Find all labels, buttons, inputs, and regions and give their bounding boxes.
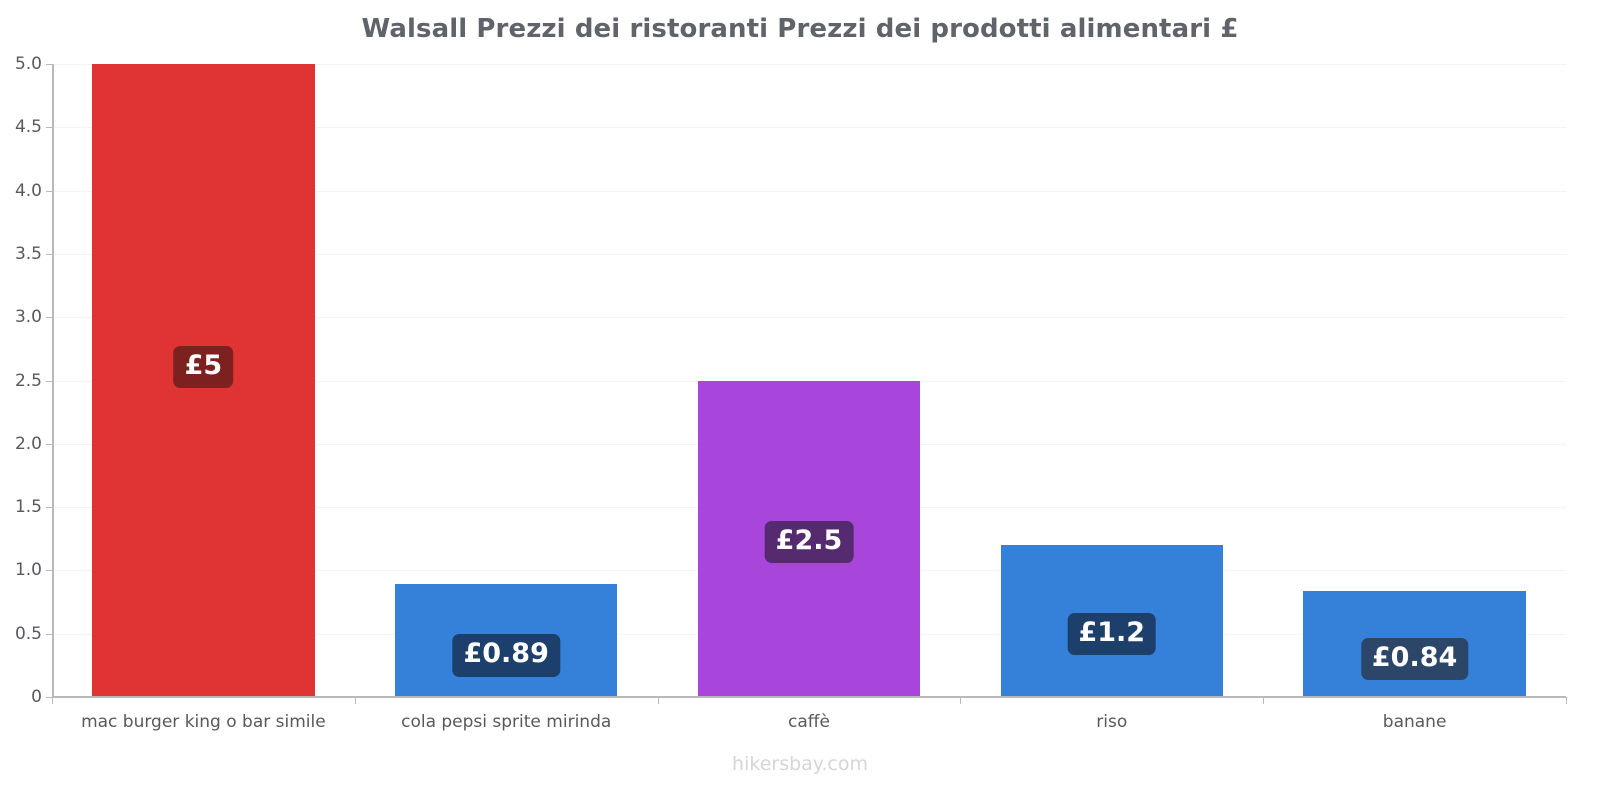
y-axis-tick-label: 4.0 <box>14 180 42 201</box>
y-axis-tick-label: 2.0 <box>14 433 42 454</box>
y-axis-tick-label: 0.5 <box>14 623 42 644</box>
bar[interactable]: £2.5 <box>697 380 921 697</box>
bar-value-label: £1.2 <box>1067 612 1157 655</box>
y-axis-tick-mark <box>46 507 52 509</box>
x-axis-category-label: mac burger king o bar simile <box>81 712 326 732</box>
x-axis-tick-mark <box>1566 697 1567 704</box>
y-axis-tick-label: 4.5 <box>14 117 42 138</box>
y-axis-tick-label: 5.0 <box>14 54 42 74</box>
bar[interactable]: £5 <box>92 64 315 697</box>
x-axis-tick-mark <box>52 697 53 704</box>
bar[interactable]: £1.2 <box>1000 545 1224 697</box>
bar-value-label: £5 <box>173 345 234 388</box>
gridline <box>52 253 1566 255</box>
y-axis-tick-mark <box>46 127 52 129</box>
x-axis-tick-mark <box>960 697 962 704</box>
x-axis-tick-mark <box>1263 697 1265 704</box>
y-axis-tick-mark <box>46 317 52 319</box>
x-axis-line <box>52 696 1566 698</box>
y-axis-tick-mark <box>46 190 52 192</box>
y-axis-tick-mark <box>46 253 52 255</box>
y-axis-tick-label: 2.5 <box>14 370 42 391</box>
plot-area: £5 £0.89 £2.5 £1.2 £0.84 <box>52 64 1566 697</box>
bar[interactable]: £0.89 <box>394 584 618 697</box>
y-axis-tick-mark <box>46 570 52 572</box>
y-axis-tick-label: 1.0 <box>14 560 42 581</box>
bar[interactable]: £0.84 <box>1303 590 1526 697</box>
y-axis-tick-label: 3.5 <box>14 243 42 264</box>
x-axis-tick-mark <box>354 697 356 704</box>
y-axis-tick-mark <box>46 697 52 698</box>
gridline <box>52 317 1566 319</box>
x-axis-category-label: banane <box>1382 712 1447 732</box>
footer-watermark: hikersbay.com <box>732 753 868 775</box>
x-axis-category-label: riso <box>1096 712 1128 732</box>
y-axis-tick-label: 1.5 <box>14 497 42 518</box>
y-axis-tick-mark <box>46 64 52 65</box>
bar-value-label: £2.5 <box>764 521 854 564</box>
y-axis-tick-mark <box>46 633 52 635</box>
bar-value-label: £0.89 <box>452 634 560 677</box>
y-axis-tick-mark <box>46 380 52 382</box>
y-axis-tick-mark <box>46 443 52 445</box>
y-axis-tick-label: 3.0 <box>14 307 42 328</box>
x-axis-category-label: caffè <box>788 712 830 732</box>
x-axis-tick-mark <box>657 697 659 704</box>
x-axis-category-label: cola pepsi sprite mirinda <box>401 712 612 732</box>
gridline <box>52 127 1566 129</box>
gridline <box>52 190 1566 192</box>
chart-title: Walsall Prezzi dei ristoranti Prezzi dei… <box>361 14 1239 44</box>
y-axis-tick-label: 0 <box>31 687 42 707</box>
gridline <box>52 64 1566 65</box>
bar-value-label: £0.84 <box>1360 637 1469 681</box>
y-axis-line <box>52 64 54 698</box>
